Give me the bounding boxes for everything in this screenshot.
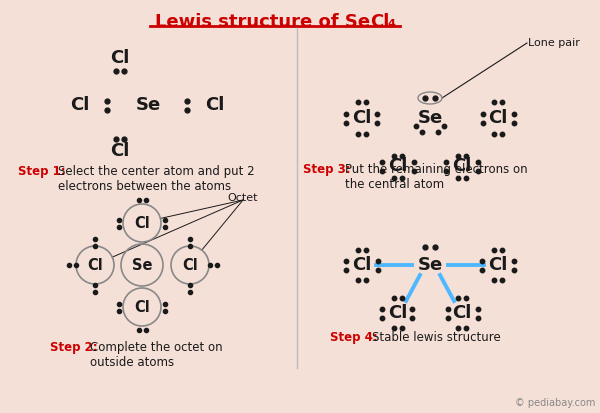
Text: Step 3:: Step 3:	[303, 163, 350, 176]
Text: Cl: Cl	[452, 157, 472, 175]
Text: Octet: Octet	[228, 193, 258, 203]
Text: Lewis structure of Se: Lewis structure of Se	[155, 13, 370, 31]
Text: Cl: Cl	[205, 96, 224, 114]
Text: Step 1:: Step 1:	[18, 165, 65, 178]
Text: Cl: Cl	[110, 49, 130, 67]
Text: Cl: Cl	[488, 109, 508, 127]
Text: Se: Se	[136, 96, 161, 114]
Text: Select the center atom and put 2
electrons between the atoms: Select the center atom and put 2 electro…	[58, 165, 254, 193]
Text: Cl: Cl	[452, 304, 472, 322]
Text: Cl: Cl	[488, 256, 508, 274]
Text: Put the remaining electrons on
the central atom: Put the remaining electrons on the centr…	[345, 163, 527, 191]
Text: Stable lewis structure: Stable lewis structure	[372, 331, 501, 344]
Text: Cl: Cl	[87, 257, 103, 273]
Text: Cl: Cl	[352, 256, 371, 274]
Text: Cl: Cl	[134, 299, 150, 315]
Text: Se: Se	[132, 257, 152, 273]
Text: Cl: Cl	[182, 257, 198, 273]
Text: Se: Se	[418, 109, 443, 127]
Text: Cl: Cl	[70, 96, 89, 114]
Text: Cl: Cl	[388, 304, 407, 322]
Text: Cl: Cl	[388, 157, 407, 175]
Text: Complete the octet on
outside atoms: Complete the octet on outside atoms	[90, 341, 223, 369]
Text: Lone pair: Lone pair	[528, 38, 580, 48]
Text: Cl: Cl	[352, 109, 371, 127]
Text: Cl: Cl	[110, 142, 130, 160]
Text: © pediabay.com: © pediabay.com	[515, 398, 595, 408]
Text: Step 2:: Step 2:	[50, 341, 98, 354]
Text: Se: Se	[418, 256, 443, 274]
Text: Cl: Cl	[370, 13, 389, 31]
Text: Step 4:: Step 4:	[330, 331, 378, 344]
Text: Cl: Cl	[134, 216, 150, 230]
Text: 4: 4	[388, 19, 396, 29]
